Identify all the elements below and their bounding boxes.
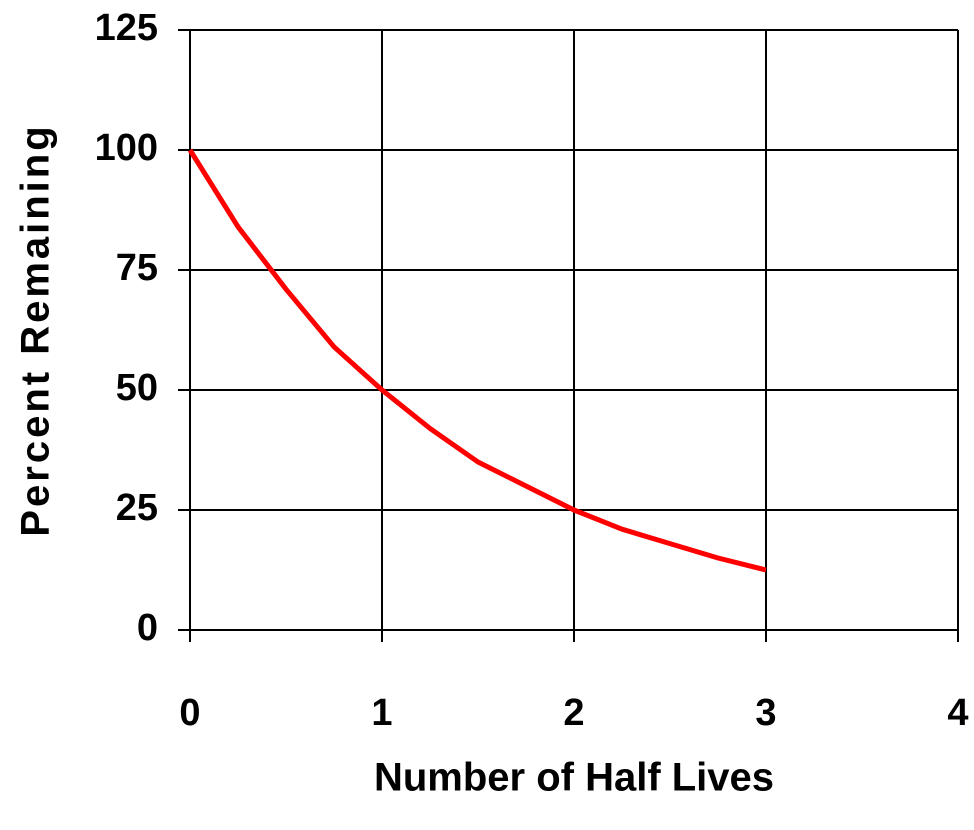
y-tick-label: 50 [116,367,158,409]
y-tick-label: 100 [95,127,158,169]
x-tick-label: 3 [755,692,776,734]
x-tick-label: 4 [947,692,968,734]
data-line [187,148,767,573]
y-tick-label: 25 [116,487,158,529]
y-tick-label: 125 [95,7,158,49]
x-tick-label: 1 [371,692,392,734]
y-tick-label: 0 [137,607,158,649]
x-tick-label: 0 [179,692,200,734]
y-tick-label: 75 [116,247,158,289]
x-tick-label: 2 [563,692,584,734]
y-axis-title: Percent Remaining [14,123,58,536]
x-axis-title: Number of Half Lives [374,756,774,800]
